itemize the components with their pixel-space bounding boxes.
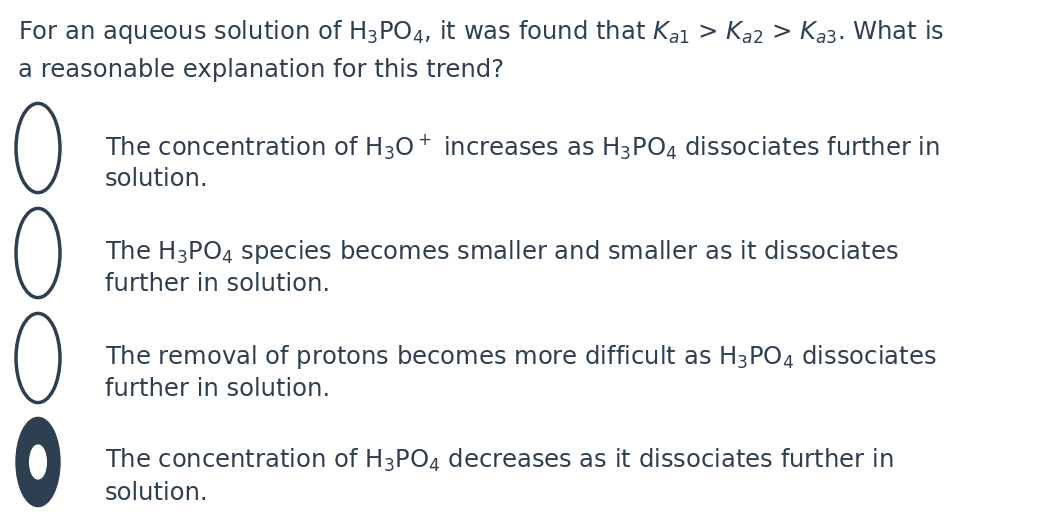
Text: further in solution.: further in solution.: [105, 377, 330, 401]
Text: further in solution.: further in solution.: [105, 272, 330, 296]
Text: solution.: solution.: [105, 167, 208, 191]
Text: a reasonable explanation for this trend?: a reasonable explanation for this trend?: [18, 58, 504, 82]
Text: The H$_3$PO$_4$ species becomes smaller and smaller as it dissociates: The H$_3$PO$_4$ species becomes smaller …: [105, 238, 898, 266]
Text: The concentration of H$_3$PO$_4$ decreases as it dissociates further in: The concentration of H$_3$PO$_4$ decreas…: [105, 447, 894, 474]
Text: The concentration of H$_3$O$^+$ increases as H$_3$PO$_4$ dissociates further in: The concentration of H$_3$O$^+$ increase…: [105, 133, 940, 162]
Text: solution.: solution.: [105, 481, 208, 505]
Text: The removal of protons becomes more difficult as H$_3$PO$_4$ dissociates: The removal of protons becomes more diff…: [105, 343, 936, 371]
Text: For an aqueous solution of H$_3$PO$_4$, it was found that $K_{a1}$ > $K_{a2}$ > : For an aqueous solution of H$_3$PO$_4$, …: [18, 18, 944, 46]
Ellipse shape: [16, 418, 60, 506]
Ellipse shape: [30, 445, 47, 479]
